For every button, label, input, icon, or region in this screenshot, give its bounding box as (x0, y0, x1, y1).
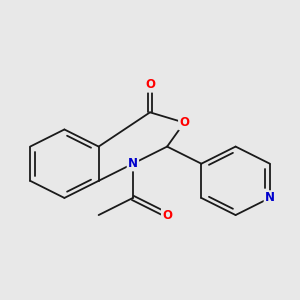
Text: O: O (179, 116, 189, 129)
Text: N: N (265, 191, 275, 204)
Text: O: O (162, 208, 172, 222)
Text: N: N (128, 157, 138, 170)
Text: O: O (145, 78, 155, 92)
